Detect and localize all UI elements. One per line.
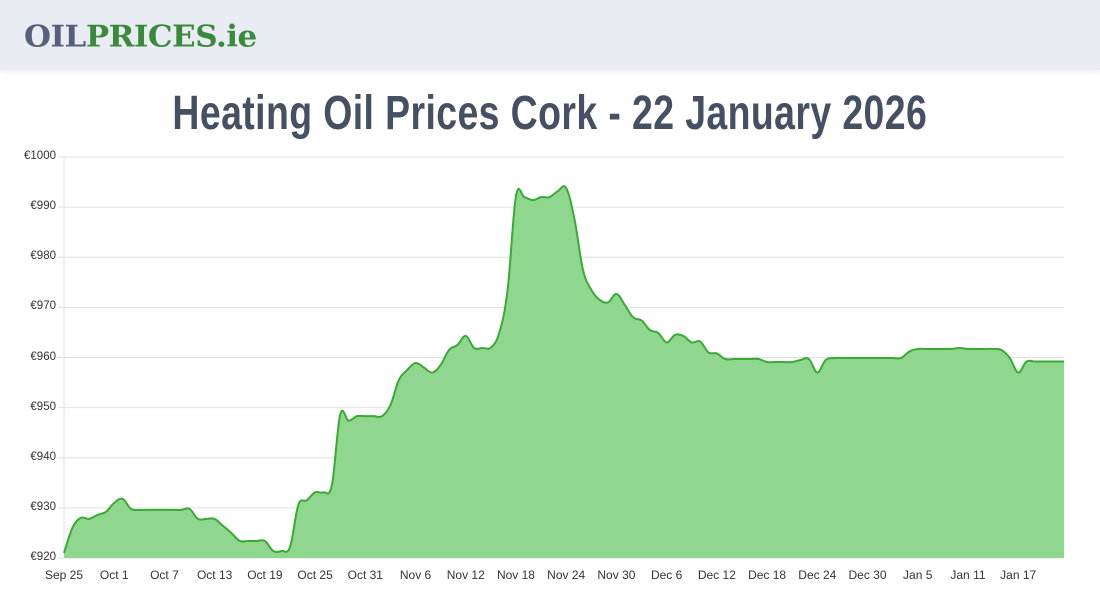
x-axis-tick-label: Oct 1 xyxy=(99,568,129,582)
site-logo[interactable]: OILPRICES.ie xyxy=(24,18,257,56)
y-axis-tick-label: €950 xyxy=(30,400,56,413)
y-axis-tick-label: €970 xyxy=(30,300,56,313)
x-axis-tick-label: Nov 24 xyxy=(547,568,586,582)
x-axis-tick-label: Nov 18 xyxy=(496,568,535,582)
logo-text-oil: OIL xyxy=(24,19,86,55)
y-axis-tick-label: €930 xyxy=(30,500,56,513)
y-axis-tick-label: €980 xyxy=(30,250,56,263)
logo-text-prices: PRICES xyxy=(85,19,217,55)
x-axis-tick-label: Dec 12 xyxy=(697,568,736,582)
x-axis-tick-label: Dec 30 xyxy=(848,568,887,582)
page-title: Heating Oil Prices Cork - 22 January 202… xyxy=(172,87,928,140)
x-axis-tick-label: Sep 25 xyxy=(44,568,84,582)
x-axis-tick-label: Dec 18 xyxy=(748,568,787,582)
x-axis-tick-label: Jan 5 xyxy=(903,568,933,582)
page-title-wrapper: Heating Oil Prices Cork - 22 January 202… xyxy=(0,86,1100,141)
y-axis-tick-label: €960 xyxy=(30,350,56,363)
y-axis-tick-label: €940 xyxy=(30,450,56,463)
y-axis-tick-label: €1000 xyxy=(24,150,56,162)
x-axis-tick-label: Nov 30 xyxy=(597,568,636,582)
x-axis-tick-label: Jan 11 xyxy=(950,568,986,582)
price-line xyxy=(63,185,1064,554)
x-axis-tick-label: Dec 6 xyxy=(650,568,683,582)
y-axis-tick-label: €920 xyxy=(30,551,56,563)
x-axis-tick-label: Nov 12 xyxy=(446,568,485,582)
x-axis-tick-label: Oct 31 xyxy=(347,568,383,582)
x-axis-tick-label: Dec 24 xyxy=(798,568,837,582)
price-area-fill xyxy=(64,186,1064,558)
x-axis-tick-label: Oct 19 xyxy=(247,568,283,582)
x-axis-tick-label: Oct 13 xyxy=(196,568,233,582)
logo-text-tld: .ie xyxy=(215,19,257,55)
x-axis-tick-label: Nov 6 xyxy=(399,568,432,582)
x-axis-tick-label: Jan 17 xyxy=(1000,568,1037,582)
x-axis-tick-label: Oct 25 xyxy=(297,568,333,582)
y-axis-tick-label: €990 xyxy=(30,200,56,213)
site-header: OILPRICES.ie xyxy=(0,0,1100,70)
x-axis-tick-label: Oct 7 xyxy=(150,568,179,582)
